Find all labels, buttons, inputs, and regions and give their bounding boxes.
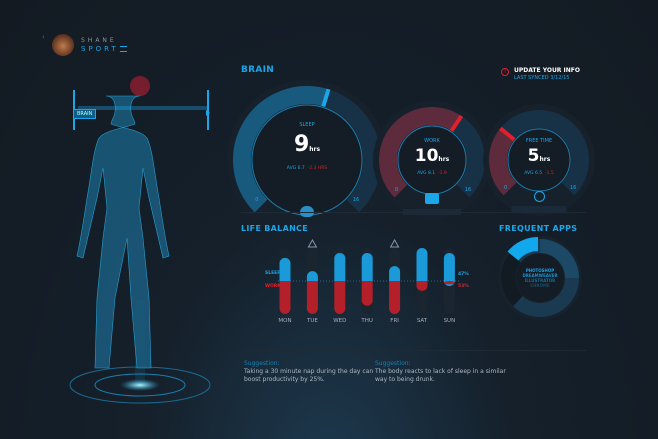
bar-work-join <box>279 281 291 286</box>
gauge-label: FREE TIME <box>525 138 553 144</box>
bar-sleep-thu <box>361 252 373 286</box>
update-info-link[interactable]: UPDATE YOUR INFO <box>514 67 580 74</box>
gauge-base <box>511 206 567 212</box>
divider <box>241 212 586 213</box>
gauge-value: 10hrs <box>414 146 450 166</box>
day-label: MON <box>278 318 292 324</box>
gauge-track <box>489 110 589 196</box>
gauge-min: 0 <box>255 197 259 203</box>
gauge-avg: AVG 6.7 -2.3 HRS <box>286 166 328 171</box>
donut-segment-illustrator <box>501 253 524 307</box>
bar-work-join <box>306 281 318 286</box>
app-illustrator: ILLUSTRATOR <box>524 278 556 283</box>
gauge-track <box>379 107 485 198</box>
brain-icon <box>300 205 314 217</box>
bar-sleep-mon <box>279 257 291 286</box>
work-axis-label: WORK <box>265 284 281 289</box>
avatar <box>52 34 74 56</box>
bar-sleep-sun <box>443 252 455 286</box>
divider <box>241 350 586 351</box>
day-label: THU <box>361 318 373 324</box>
bar-work-join <box>416 281 428 286</box>
suggestion-text: Taking a 30 minute nap during the day ca… <box>244 368 374 383</box>
bar-sleep-sat <box>416 248 428 286</box>
sleep-axis-label: SLEEP <box>265 271 281 276</box>
day-label: SAT <box>416 318 428 324</box>
gauge-label: WORK <box>424 138 440 144</box>
day-label: TUE <box>306 318 318 324</box>
gauge-marker <box>321 88 331 107</box>
body-part-tag: BRAIN <box>73 109 97 119</box>
bar-work-tue <box>306 281 318 314</box>
gauge-value: 9hrs <box>293 132 321 157</box>
warning-icon <box>389 238 400 248</box>
gauge-fill <box>379 107 462 198</box>
suggestion-title: Suggestion: <box>375 360 411 367</box>
sleep-percent: 47% <box>458 272 469 277</box>
gauge-min: 0 <box>394 186 399 193</box>
bar-work-wed <box>334 281 346 314</box>
day-label: FRI <box>390 318 399 324</box>
briefcase-icon <box>425 192 439 204</box>
gauge-marker <box>449 114 464 133</box>
gauge-min: 0 <box>504 185 508 191</box>
gauge-marker <box>499 126 516 142</box>
section-title-brain: BRAIN <box>241 65 275 75</box>
donut-segment-chrome <box>507 236 539 261</box>
back-button[interactable]: ‹ <box>42 33 45 41</box>
bar-work-sun <box>443 281 455 285</box>
gauge-track <box>233 86 381 213</box>
apps-donut <box>498 236 582 320</box>
brand-name: SHANE <box>81 37 117 44</box>
bar-work-join <box>361 281 373 286</box>
gauge-max: 16 <box>570 185 577 191</box>
gauge-avg: AVG 8.1 -1.9 <box>417 171 447 176</box>
section-title-life-balance: LIFE BALANCE <box>241 224 308 233</box>
app-photoshop: PHOTOSHOP <box>525 268 555 273</box>
suggestion-2: Suggestion: The body reacts to lack of sl… <box>375 360 510 384</box>
triangle-right-icon[interactable] <box>206 110 210 116</box>
gauge-fill <box>233 86 329 213</box>
bar-work-fri <box>389 281 401 314</box>
gauge-label: SLEEP <box>299 122 315 128</box>
donut-segment-dreamweaver <box>539 239 579 279</box>
bar-work-join <box>389 281 401 286</box>
day-label: SUN <box>443 318 456 324</box>
gauge-max: 16 <box>464 186 472 193</box>
day-label: WED <box>333 318 347 324</box>
gauge-fill <box>489 128 517 196</box>
section-title-frequent-apps: FREQUENT APPS <box>499 224 578 233</box>
work-percent: 53% <box>458 284 469 289</box>
app-dreamweaver: DREAMWEAVER <box>522 273 558 278</box>
suggestion-1: Suggestion: Taking a 30 minute nap during… <box>244 360 379 384</box>
bar-work-thu <box>361 281 373 306</box>
bar-work-join <box>334 281 346 286</box>
gauge-max: 16 <box>352 197 360 203</box>
gauge-value: 5hrs <box>527 146 551 166</box>
app-chrome: CHROME <box>530 283 550 288</box>
apps-list: PHOTOSHOP DREAMWEAVER ILLUSTRATOR CHROME <box>510 268 570 288</box>
gauges <box>227 80 595 220</box>
brand-subname: SPORT <box>81 45 119 53</box>
bar-sleep-wed <box>334 252 346 286</box>
alert-icon: ! <box>501 68 509 76</box>
gauge-avg: AVG 6.5 -1.5 <box>524 171 554 176</box>
suggestion-title: Suggestion: <box>244 360 280 367</box>
suggestion-text: The body reacts to lack of sleep in a si… <box>375 368 506 383</box>
warning-icon <box>307 238 318 248</box>
clock-icon <box>534 191 545 202</box>
bar-work-mon <box>279 281 291 314</box>
last-synced: LAST SYNCED 3/12/15 <box>514 75 570 81</box>
menu-icon[interactable] <box>120 46 127 52</box>
